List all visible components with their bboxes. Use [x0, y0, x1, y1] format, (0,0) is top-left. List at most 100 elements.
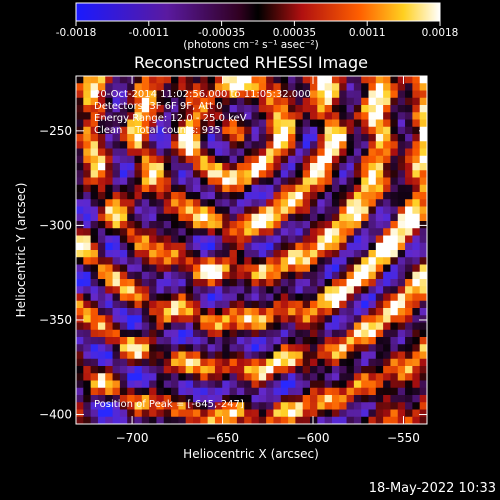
- heatmap-cell: [375, 184, 384, 193]
- heatmap-cell: [288, 126, 296, 135]
- heatmap-cell: [178, 387, 187, 396]
- heatmap-cell: [383, 373, 391, 381]
- heatmap-cell: [214, 329, 223, 338]
- heatmap-cell: [266, 112, 274, 120]
- heatmap-cell: [339, 279, 347, 287]
- heatmap-cell: [178, 192, 187, 200]
- heatmap-cell: [119, 300, 128, 309]
- heatmap-cell: [346, 308, 355, 316]
- heatmap-cell: [375, 206, 384, 215]
- heatmap-cell: [288, 358, 296, 367]
- heatmap-cell: [405, 300, 413, 309]
- heatmap-cell: [302, 170, 311, 178]
- heatmap-cell: [361, 286, 369, 294]
- heatmap-cell: [214, 257, 223, 265]
- heatmap-cell: [127, 315, 135, 323]
- heatmap-cell: [207, 344, 216, 352]
- heatmap-cell: [119, 213, 128, 222]
- heatmap-cell: [149, 83, 157, 91]
- heatmap-cell: [207, 192, 216, 200]
- heatmap-cell: [317, 308, 326, 316]
- heatmap-cell: [193, 322, 201, 331]
- heatmap-cell: [339, 221, 347, 229]
- heatmap-cell: [412, 112, 421, 120]
- heatmap-cell: [244, 366, 252, 374]
- heatmap-cell: [171, 315, 179, 323]
- heatmap-cell: [236, 177, 245, 186]
- heatmap-cell: [375, 177, 384, 186]
- heatmap-cell: [419, 90, 428, 99]
- heatmap-cell: [97, 119, 106, 128]
- heatmap-cell: [324, 409, 333, 418]
- heatmap-cell: [317, 97, 326, 106]
- heatmap-cell: [331, 242, 340, 251]
- heatmap-cell: [310, 83, 318, 91]
- x-axis-label: Heliocentric X (arcsec): [183, 447, 319, 461]
- heatmap-cell: [405, 242, 413, 251]
- heatmap-cell: [112, 366, 121, 374]
- heatmap-cell: [236, 76, 245, 84]
- heatmap-cell: [171, 279, 179, 287]
- heatmap-cell: [141, 264, 150, 273]
- heatmap-cell: [346, 242, 355, 251]
- heatmap-cell: [302, 97, 311, 106]
- heatmap-cell: [419, 119, 428, 128]
- heatmap-cell: [229, 141, 238, 149]
- heatmap-cell: [127, 293, 135, 302]
- heatmap-cell: [134, 97, 143, 106]
- heatmap-cell: [171, 286, 179, 294]
- heatmap-cell: [412, 97, 421, 106]
- heatmap-cell: [193, 329, 201, 338]
- heatmap-cell: [149, 221, 157, 229]
- heatmap-cell: [76, 337, 84, 345]
- heatmap-cell: [193, 90, 201, 99]
- heatmap-cell: [361, 177, 369, 186]
- heatmap-cell: [127, 213, 135, 222]
- heatmap-cell: [90, 315, 99, 323]
- heatmap-cell: [375, 257, 384, 265]
- heatmap-cell: [288, 293, 296, 302]
- heatmap-cell: [266, 373, 274, 381]
- heatmap-cell: [90, 141, 99, 149]
- heatmap-cell: [222, 192, 230, 200]
- heatmap-cell: [105, 112, 113, 120]
- heatmap-cell: [105, 184, 113, 193]
- heatmap-cell: [97, 213, 106, 222]
- heatmap-cell: [295, 293, 304, 302]
- heatmap-cell: [229, 366, 238, 374]
- heatmap-cell: [134, 250, 143, 258]
- heatmap-cell: [222, 199, 230, 207]
- heatmap-cell: [302, 199, 311, 207]
- heatmap-cell: [383, 358, 391, 367]
- heatmap-cell: [273, 184, 282, 193]
- heatmap-cell: [273, 322, 282, 331]
- heatmap-cell: [149, 235, 157, 244]
- heatmap-cell: [295, 83, 304, 91]
- heatmap-cell: [368, 199, 377, 207]
- heatmap-cell: [368, 119, 377, 128]
- heatmap-cell: [302, 155, 311, 164]
- heatmap-cell: [375, 126, 384, 135]
- heatmap-cell: [244, 163, 252, 171]
- heatmap-cell: [375, 286, 384, 294]
- heatmap-cell: [214, 206, 223, 215]
- heatmap-cell: [339, 358, 347, 367]
- heatmap-cell: [405, 105, 413, 113]
- heatmap-cell: [171, 264, 179, 273]
- heatmap-cell: [383, 119, 391, 128]
- heatmap-cell: [383, 344, 391, 352]
- heatmap-cell: [288, 83, 296, 91]
- heatmap-cell: [83, 337, 92, 345]
- heatmap-cell: [76, 271, 84, 280]
- heatmap-cell: [266, 358, 274, 367]
- heatmap-cell: [302, 358, 311, 367]
- heatmap-cell: [193, 402, 201, 410]
- heatmap-cell: [236, 155, 245, 164]
- heatmap-cell: [361, 337, 369, 345]
- heatmap-cell: [339, 206, 347, 215]
- heatmap-cell: [280, 366, 289, 374]
- heatmap-cell: [171, 199, 179, 207]
- heatmap-cell: [207, 402, 216, 410]
- heatmap-cell: [90, 90, 99, 99]
- heatmap-cell: [193, 358, 201, 367]
